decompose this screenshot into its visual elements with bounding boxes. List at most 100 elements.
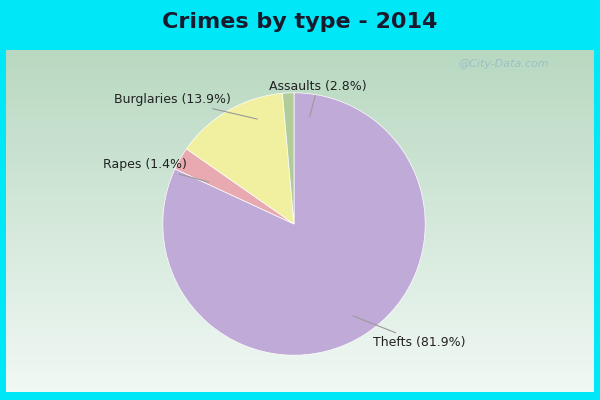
Bar [6,204,594,206]
Bar [6,81,594,82]
Bar [6,199,594,200]
Bar [6,187,594,188]
Bar [6,238,594,240]
Bar [6,88,594,89]
Bar [6,308,594,310]
Text: Crimes by type - 2014: Crimes by type - 2014 [163,12,437,32]
Bar [6,120,594,122]
Bar [6,363,594,365]
Bar [6,353,594,354]
Bar [6,212,594,214]
Bar [6,115,594,117]
Bar [6,216,594,218]
Bar [6,163,594,164]
Bar [6,86,594,88]
Bar [6,336,594,337]
Wedge shape [187,93,294,224]
Bar [6,224,594,226]
Bar [6,366,594,368]
Bar [6,270,594,272]
Bar [6,118,594,120]
Bar [6,365,594,366]
Bar [6,200,594,202]
Bar [6,50,594,52]
Bar [6,72,594,74]
Bar [6,382,594,384]
Bar [6,373,594,375]
Bar [6,89,594,91]
Bar [6,93,594,94]
Bar [6,139,594,141]
Bar [6,242,594,243]
Bar [6,293,594,294]
Bar [6,300,594,301]
Bar [6,192,594,194]
Bar [6,223,594,224]
Bar [6,151,594,152]
Bar [6,67,594,69]
Bar [6,122,594,124]
Bar [6,52,594,54]
Bar [6,274,594,276]
Bar [6,329,594,330]
Bar [6,236,594,238]
Bar [6,231,594,233]
Bar [6,344,594,346]
Bar [6,247,594,248]
Bar [6,91,594,93]
Bar [6,368,594,370]
Bar [6,387,594,388]
Bar [6,269,594,270]
Bar [6,127,594,129]
Bar [6,282,594,284]
Bar [6,372,594,373]
Bar [6,77,594,79]
Bar [6,132,594,134]
Bar [6,330,594,332]
Bar [6,144,594,146]
Bar [6,245,594,247]
Bar [6,98,594,100]
Text: Burglaries (13.9%): Burglaries (13.9%) [114,93,257,119]
Bar [6,301,594,303]
Bar [6,312,594,313]
Bar [6,276,594,278]
Bar [6,82,594,84]
Bar [6,178,594,180]
Bar [6,248,594,250]
Bar [6,278,594,279]
Bar [6,214,594,216]
Bar [6,76,594,77]
Bar [6,175,594,176]
Bar [6,65,594,67]
Bar [6,106,594,108]
Bar [6,324,594,325]
Bar [6,117,594,118]
Bar [6,255,594,257]
Bar [6,264,594,266]
Bar [6,156,594,158]
Bar [6,310,594,312]
Bar [6,149,594,151]
Bar [6,322,594,324]
Bar [6,124,594,125]
Bar [6,356,594,358]
Bar [6,318,594,320]
Bar [6,303,594,305]
Bar [6,112,594,113]
Bar [6,148,594,149]
Bar [6,207,594,209]
Bar [6,377,594,378]
Wedge shape [283,93,294,224]
Bar [6,182,594,183]
Bar [6,240,594,242]
Bar [6,346,594,348]
Bar [6,137,594,139]
Bar [6,306,594,308]
Bar [6,334,594,336]
Bar [6,298,594,300]
Bar [6,252,594,254]
Bar [6,194,594,195]
Bar [6,130,594,132]
Bar [6,211,594,212]
